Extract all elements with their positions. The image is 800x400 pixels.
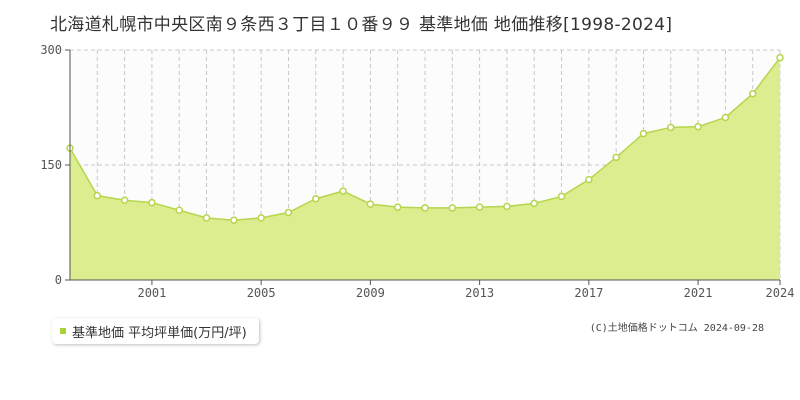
data-point	[230, 216, 238, 224]
x-tick-label: 2005	[247, 286, 276, 300]
data-point	[721, 113, 730, 122]
data-points	[66, 53, 784, 224]
data-point	[585, 175, 593, 184]
x-tick-label: 2017	[574, 286, 603, 300]
data-point	[639, 129, 648, 138]
x-tick-label: 2024	[766, 286, 795, 300]
x-tick-label: 2001	[137, 286, 166, 300]
data-point	[557, 192, 566, 201]
data-point	[421, 204, 429, 212]
data-point	[148, 198, 156, 207]
data-point	[175, 206, 183, 214]
data-point	[257, 214, 265, 222]
data-point	[393, 203, 402, 211]
x-tick-label: 2013	[465, 286, 494, 300]
data-point	[530, 199, 538, 208]
y-tick-labels: 0 150 300	[40, 43, 70, 287]
data-point	[748, 89, 757, 98]
data-point	[667, 123, 675, 132]
x-tick-labels: 2001 2005 2009 2013 2017 2021 2024	[137, 280, 794, 300]
data-point	[202, 214, 211, 222]
data-point	[339, 187, 347, 195]
x-tick-label: 2021	[684, 286, 713, 300]
y-tick-label: 300	[40, 43, 62, 57]
y-tick-label: 150	[40, 158, 62, 172]
data-point	[475, 203, 484, 211]
data-point	[776, 53, 784, 62]
data-point	[448, 204, 457, 212]
legend: 基準地価 平均坪単価(万円/坪)	[52, 318, 259, 344]
data-point	[366, 200, 375, 208]
y-tick-label: 0	[55, 273, 62, 287]
data-point	[694, 122, 702, 131]
data-point	[93, 191, 102, 200]
data-point	[284, 208, 293, 217]
series-area	[70, 57, 780, 280]
x-tick-label: 2009	[356, 286, 385, 300]
data-point	[612, 153, 620, 162]
chart-title: 北海道札幌市中央区南９条西３丁目１０番９９ 基準地価 地価推移[1998-202…	[50, 15, 673, 35]
legend-label: 基準地価 平均坪単価(万円/坪)	[72, 325, 247, 341]
copyright-text: (C)土地価格ドットコム 2024-09-28	[589, 323, 764, 334]
data-point	[120, 196, 129, 205]
data-point	[503, 202, 511, 211]
legend-swatch	[60, 328, 66, 334]
data-point	[312, 194, 320, 203]
